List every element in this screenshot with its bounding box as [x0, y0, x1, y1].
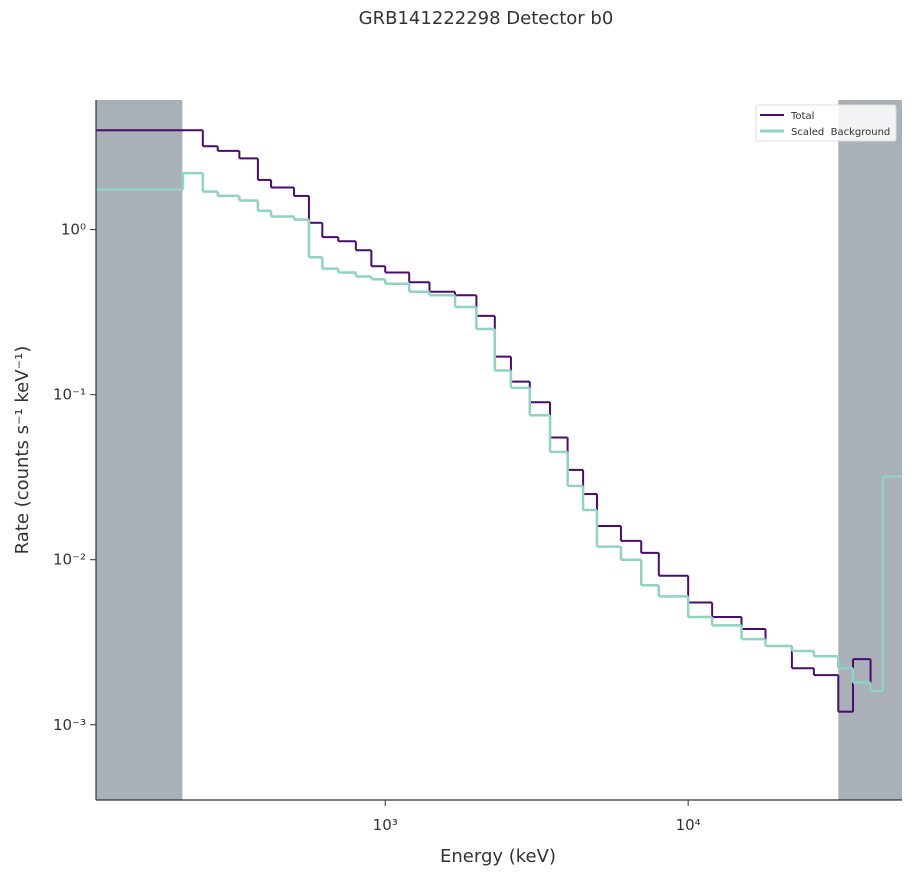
x-tick-label: 10³ — [373, 816, 398, 834]
y-tick-label: 10⁻³ — [53, 716, 86, 734]
excluded-region — [96, 100, 183, 800]
y-axis-label: Rate (counts s⁻¹ keV⁻¹) — [12, 346, 33, 555]
x-axis-label: Energy (keV) — [440, 846, 556, 867]
excluded-region — [838, 100, 902, 800]
series — [96, 171, 902, 693]
legend: Total Scaled Background — [755, 104, 897, 142]
y-tick-label: 10⁻² — [53, 551, 86, 569]
legend-label: Total — [790, 111, 814, 122]
plot-area — [96, 100, 902, 800]
x-tick-label: 10⁴ — [676, 816, 701, 834]
y-tick-label: 10⁻¹ — [53, 386, 86, 404]
legend-box — [755, 104, 897, 142]
series — [96, 129, 902, 713]
chart-title: GRB141222298 Detector b0 — [359, 8, 614, 29]
y-tick-label: 10⁰ — [61, 221, 86, 239]
legend-label: Scaled Background — [791, 127, 890, 138]
